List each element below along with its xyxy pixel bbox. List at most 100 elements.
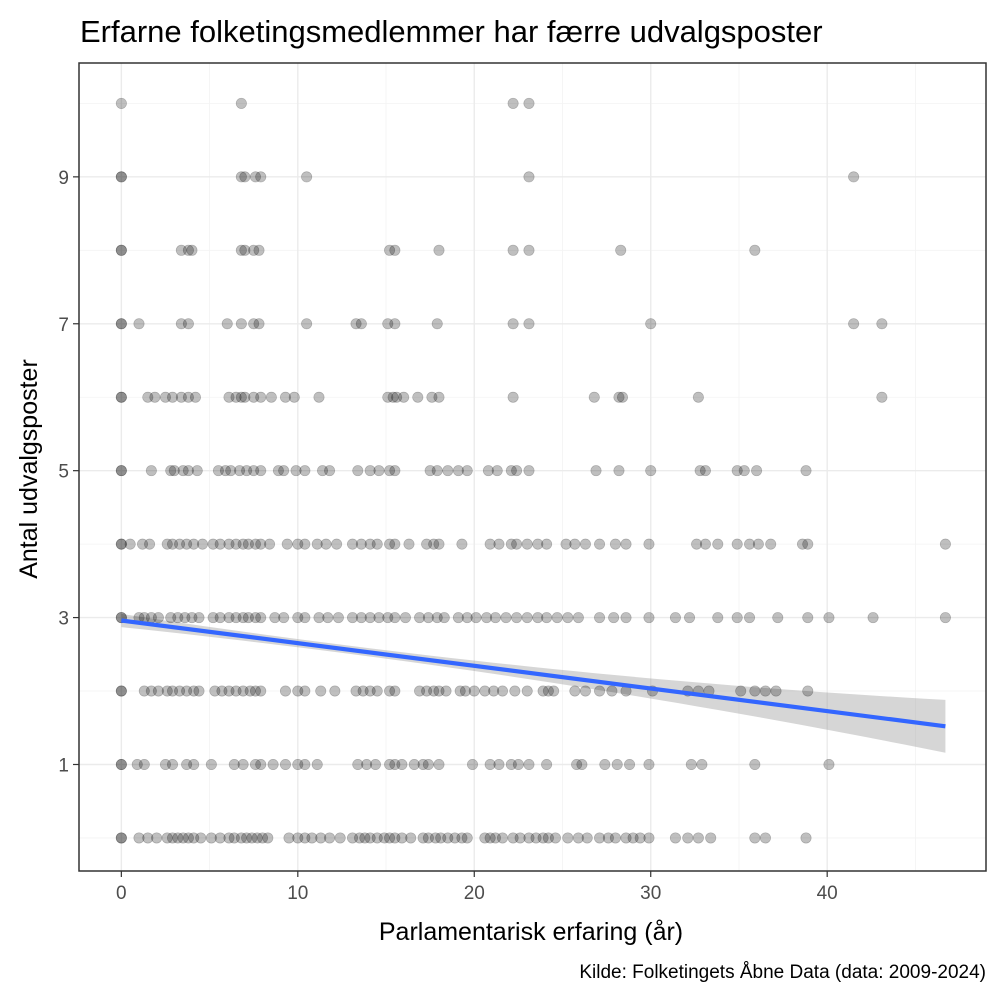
y-tick-label: 3: [58, 609, 69, 630]
data-point: [373, 465, 385, 477]
data-point: [262, 832, 274, 844]
data-point: [235, 832, 247, 844]
data-point: [497, 832, 509, 844]
data-point: [405, 832, 417, 844]
data-point: [521, 538, 533, 550]
data-point: [115, 244, 127, 256]
data-point: [532, 538, 544, 550]
data-point: [248, 244, 260, 256]
data-point: [542, 832, 554, 844]
data-point: [511, 612, 523, 624]
data-point: [422, 612, 434, 624]
data-point: [576, 758, 588, 770]
data-point: [288, 391, 300, 403]
data-point: [523, 832, 535, 844]
data-point: [332, 612, 344, 624]
data-point: [352, 465, 364, 477]
data-point: [239, 391, 251, 403]
data-point: [188, 685, 200, 697]
x-tick-label: 0: [116, 883, 127, 904]
data-point: [615, 244, 627, 256]
data-point: [189, 391, 201, 403]
data-point: [421, 685, 433, 697]
data-point: [181, 685, 193, 697]
data-point: [255, 685, 267, 697]
data-point: [590, 465, 602, 477]
data-point: [692, 391, 704, 403]
data-point: [542, 685, 554, 697]
data-point: [115, 97, 127, 109]
data-point: [267, 758, 279, 770]
data-point: [364, 612, 376, 624]
data-point: [313, 612, 325, 624]
data-point: [749, 244, 761, 256]
data-point: [620, 538, 632, 550]
data-point: [264, 538, 276, 550]
data-point: [684, 612, 696, 624]
data-point: [479, 832, 491, 844]
data-point: [461, 465, 473, 477]
data-point: [682, 832, 694, 844]
data-point: [694, 465, 706, 477]
data-point: [212, 465, 224, 477]
data-point: [541, 538, 553, 550]
y-axis: 1 3 5 7 9: [58, 168, 79, 776]
data-point: [867, 612, 879, 624]
data-point: [382, 391, 394, 403]
data-point: [313, 391, 325, 403]
x-axis: 0 10 20 30 40: [116, 871, 838, 904]
data-point: [696, 758, 708, 770]
data-point: [669, 612, 681, 624]
data-point: [235, 97, 247, 109]
data-point: [442, 465, 454, 477]
data-point: [167, 538, 179, 550]
data-point: [511, 538, 523, 550]
data-point: [461, 832, 473, 844]
data-point: [159, 391, 171, 403]
data-point: [459, 685, 471, 697]
data-point: [594, 612, 606, 624]
data-point: [491, 465, 503, 477]
data-point: [389, 244, 401, 256]
data-point: [541, 758, 553, 770]
data-point: [279, 685, 291, 697]
data-point: [378, 832, 390, 844]
data-point: [373, 612, 385, 624]
data-point: [174, 538, 186, 550]
data-point: [497, 685, 509, 697]
data-point: [384, 685, 396, 697]
data-point: [384, 244, 396, 256]
data-point: [301, 171, 313, 183]
data-point: [186, 612, 198, 624]
data-point: [389, 318, 401, 330]
data-point: [493, 758, 505, 770]
data-point: [191, 465, 203, 477]
data-point: [399, 612, 411, 624]
y-tick-label: 7: [58, 315, 69, 336]
data-point: [255, 391, 267, 403]
data-point: [384, 465, 396, 477]
data-point: [237, 538, 249, 550]
data-point: [219, 465, 231, 477]
data-point: [823, 612, 835, 624]
data-point: [195, 832, 207, 844]
data-point: [431, 465, 443, 477]
data-point: [643, 612, 655, 624]
data-point: [248, 391, 260, 403]
data-point: [177, 465, 189, 477]
data-point: [124, 538, 136, 550]
data-point: [214, 538, 226, 550]
data-point: [214, 612, 226, 624]
data-point: [357, 685, 369, 697]
data-point: [532, 612, 544, 624]
data-point: [151, 832, 163, 844]
data-point: [509, 685, 521, 697]
data-point: [428, 538, 440, 550]
data-point: [712, 538, 724, 550]
data-point: [489, 832, 501, 844]
data-point: [731, 612, 743, 624]
data-point: [175, 391, 187, 403]
data-point: [359, 832, 371, 844]
data-point: [438, 612, 450, 624]
